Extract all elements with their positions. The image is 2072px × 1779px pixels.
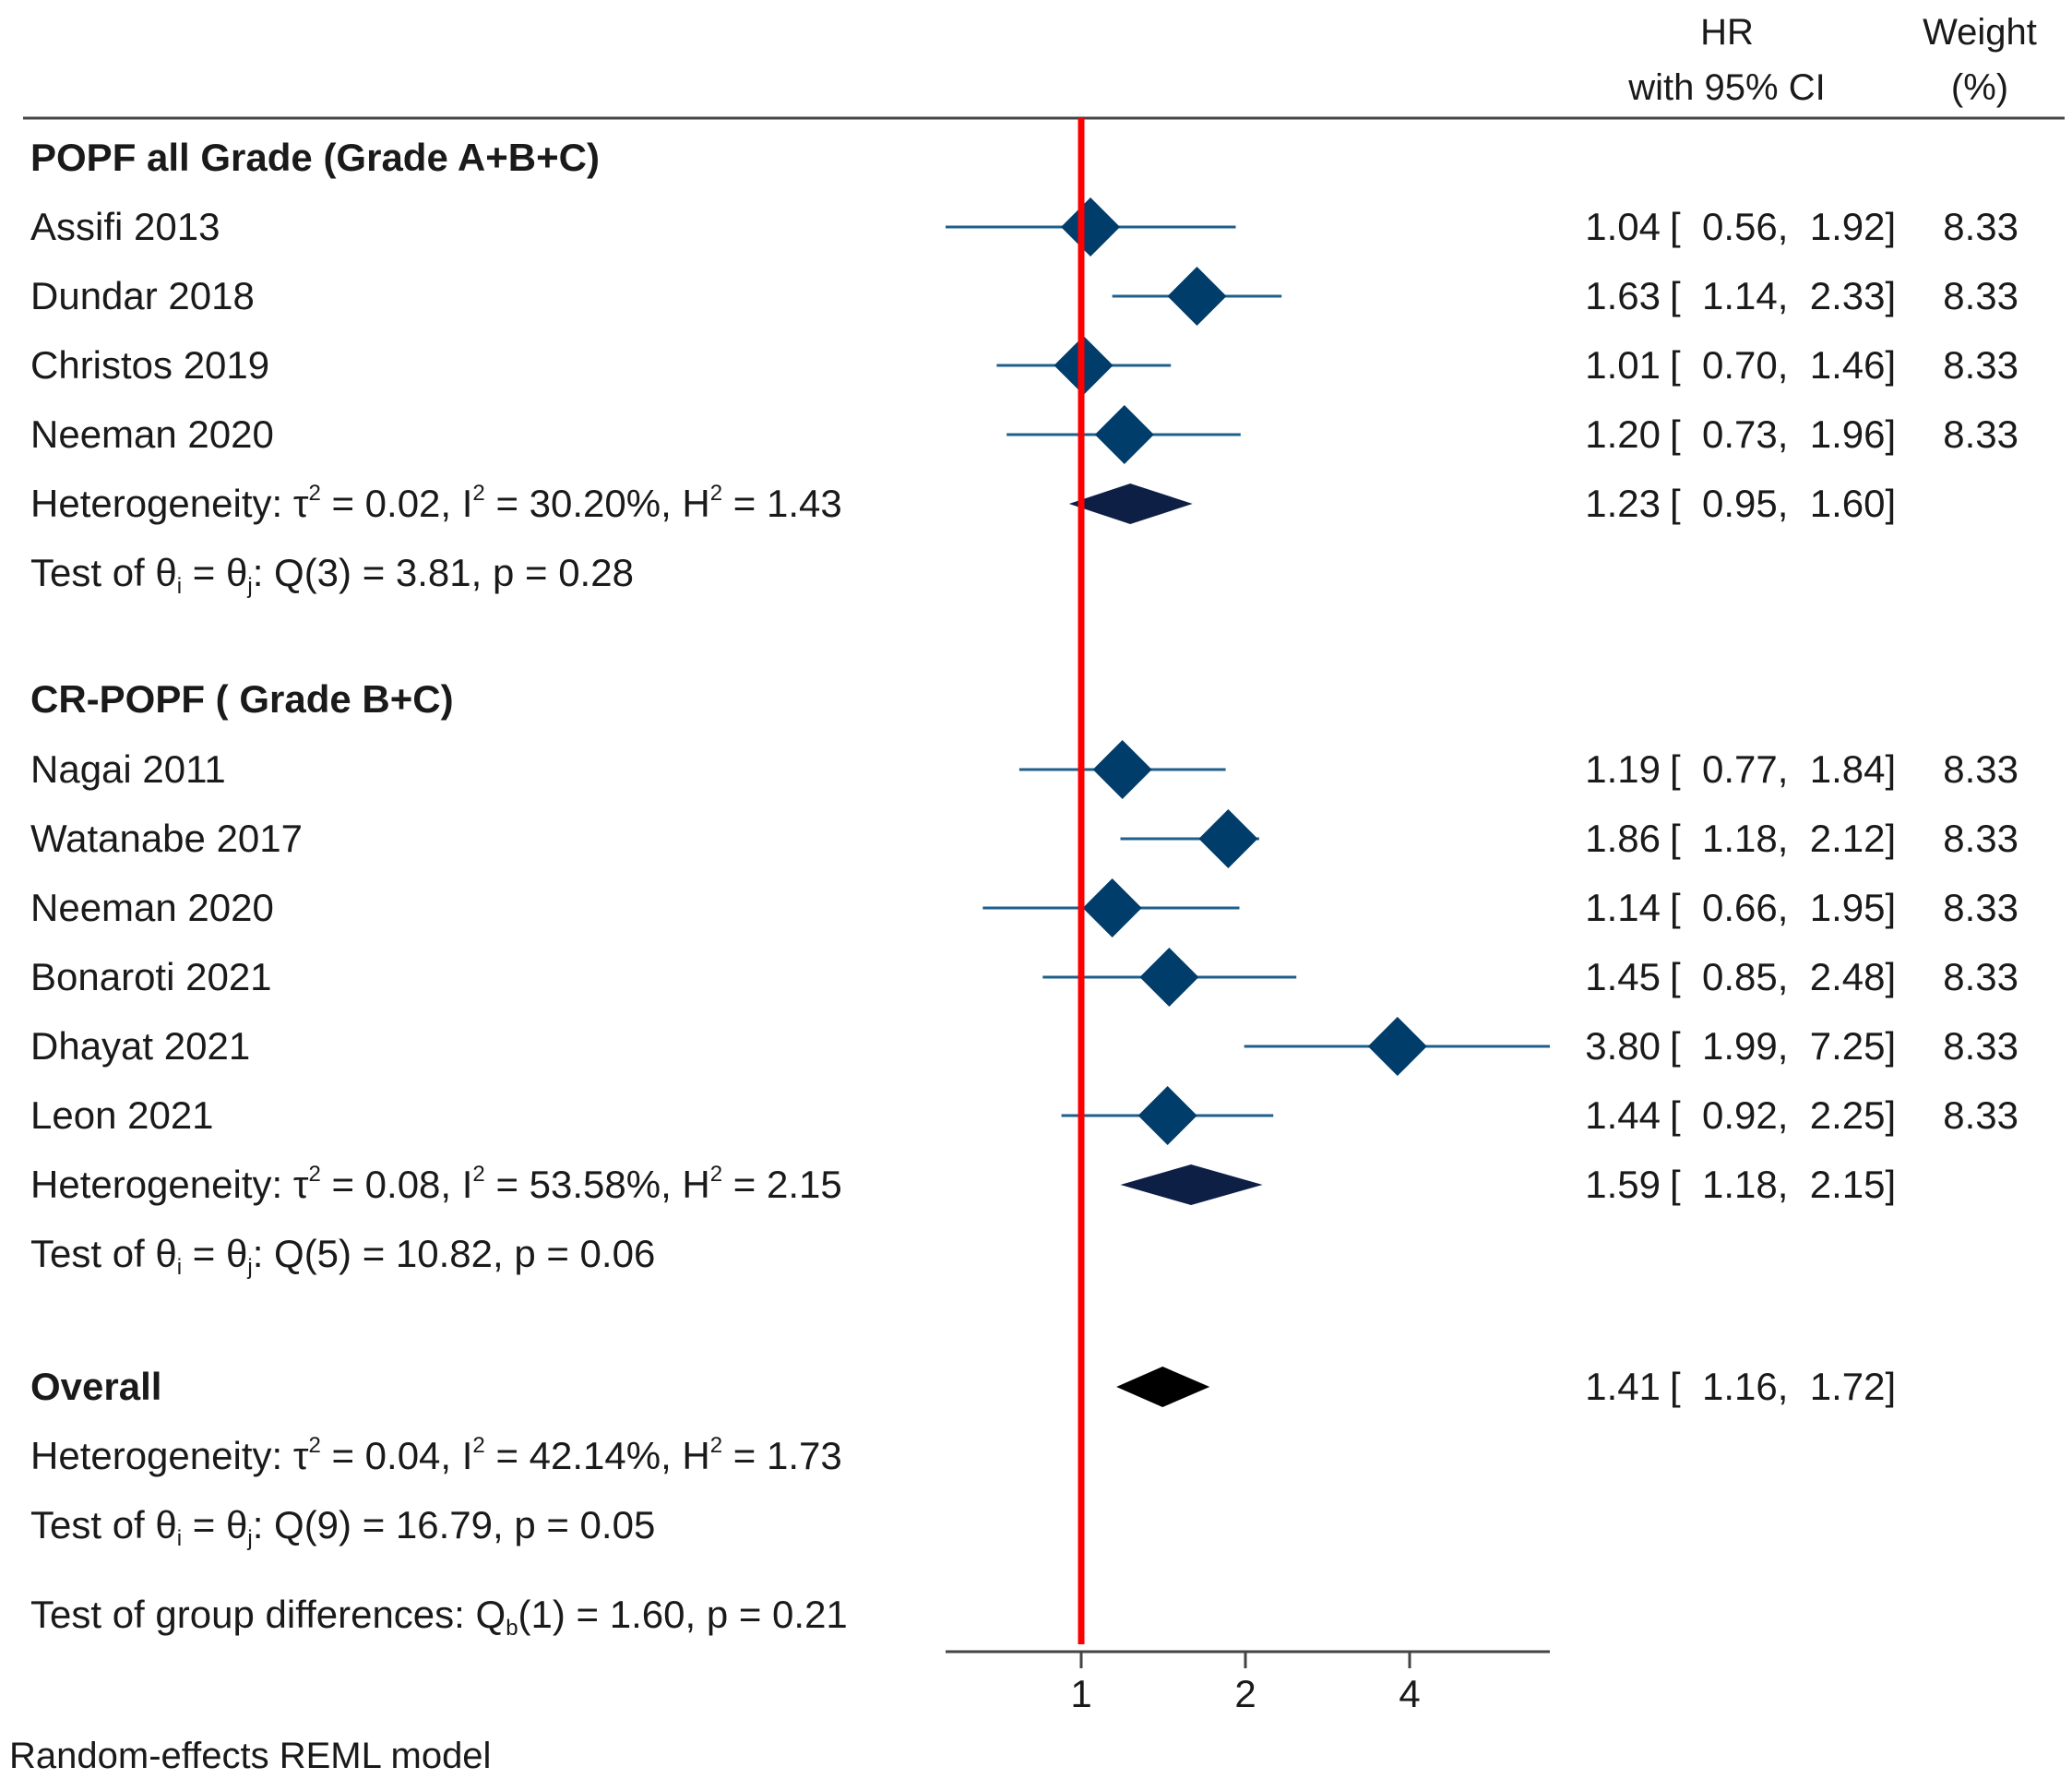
group1-study-5-hr: 1.44 bbox=[1585, 1093, 1661, 1137]
x-axis: 1 2 4 bbox=[946, 1650, 1550, 1715]
group0-study-3-ci: [ 0.73, 1.96] bbox=[1670, 412, 1896, 456]
group0-subtotal-ci: [ 0.95, 1.60] bbox=[1670, 482, 1896, 525]
group0-study-1-weight: 8.33 bbox=[1943, 274, 2018, 317]
group0-study-0-label: Assifi 2013 bbox=[30, 205, 220, 248]
group1-study-4-label: Dhayat 2021 bbox=[30, 1024, 250, 1068]
group0-study-2-hr: 1.01 bbox=[1585, 343, 1661, 387]
group1-study-0-ci: [ 0.77, 1.84] bbox=[1670, 747, 1896, 791]
group0-subtotal-hr: 1.23 bbox=[1585, 482, 1661, 525]
group0-study-3-marker bbox=[1094, 405, 1154, 464]
group0-subtotal-diamond bbox=[1068, 484, 1193, 524]
group1-study-3-ci: [ 0.85, 2.48] bbox=[1670, 955, 1896, 998]
overall-test: Test of θi = θj: Q(9) = 16.79, p = 0.05 bbox=[30, 1503, 655, 1551]
group1-study-1-marker bbox=[1198, 809, 1258, 868]
group1-study-3-hr: 1.45 bbox=[1585, 955, 1661, 998]
group1-study-0-label: Nagai 2011 bbox=[30, 747, 226, 791]
group0-study-2-weight: 8.33 bbox=[1943, 343, 2018, 387]
group1-subtotal-hr: 1.59 bbox=[1585, 1163, 1661, 1206]
group-title-1: CR-POPF ( Grade B+C) bbox=[30, 677, 454, 721]
group1-subtotal-ci: [ 1.18, 2.15] bbox=[1670, 1163, 1896, 1206]
hr-header-line1: HR bbox=[1700, 12, 1754, 53]
group1-study-1-hr: 1.86 bbox=[1585, 817, 1661, 860]
forest-rows: POPF all Grade (Grade A+B+C) Assifi 2013 1… bbox=[30, 136, 2018, 1641]
hr-header-line2: with 95% CI bbox=[1627, 67, 1825, 108]
group0-study-3-hr: 1.20 bbox=[1585, 412, 1661, 456]
group1-study-2-hr: 1.14 bbox=[1585, 886, 1661, 929]
group0-study-2-ci: [ 0.70, 1.46] bbox=[1670, 343, 1896, 387]
group1-study-0-weight: 8.33 bbox=[1943, 747, 2018, 791]
group1-study-5-weight: 8.33 bbox=[1943, 1093, 2018, 1137]
overall-ci: [ 1.16, 1.72] bbox=[1670, 1365, 1896, 1408]
group0-study-0-weight: 8.33 bbox=[1943, 205, 2018, 248]
group0-study-1-label: Dundar 2018 bbox=[30, 274, 255, 317]
group0-study-1-hr: 1.63 bbox=[1585, 274, 1661, 317]
group1-study-3-marker bbox=[1139, 948, 1199, 1007]
group1-study-2-weight: 8.33 bbox=[1943, 886, 2018, 929]
group1-study-5-label: Leon 2021 bbox=[30, 1093, 214, 1137]
group1-study-0-marker bbox=[1092, 740, 1152, 799]
group0-study-2-label: Christos 2019 bbox=[30, 343, 269, 387]
overall-diamond bbox=[1116, 1367, 1210, 1407]
group0-study-0-hr: 1.04 bbox=[1585, 205, 1661, 248]
group1-subtotal-diamond bbox=[1120, 1164, 1263, 1205]
group1-study-1-weight: 8.33 bbox=[1943, 817, 2018, 860]
overall-heterogeneity: Heterogeneity: τ2 = 0.04, I2 = 42.14%, H… bbox=[30, 1433, 842, 1477]
group-title-0: POPF all Grade (Grade A+B+C) bbox=[30, 136, 600, 179]
group1-study-4-hr: 3.80 bbox=[1585, 1024, 1661, 1068]
group0-study-1-marker bbox=[1167, 267, 1227, 326]
group0-study-3-label: Neeman 2020 bbox=[30, 412, 274, 456]
group1-study-4-marker bbox=[1367, 1017, 1427, 1076]
group1-study-4-ci: [ 1.99, 7.25] bbox=[1670, 1024, 1896, 1068]
footnote: Random-effects REML model bbox=[9, 1736, 491, 1776]
group0-study-1-ci: [ 1.14, 2.33] bbox=[1670, 274, 1896, 317]
x-tick-label-0: 1 bbox=[1070, 1672, 1091, 1715]
group-differences-test: Test of group differences: Qb(1) = 1.60,… bbox=[30, 1593, 848, 1641]
group1-study-4-weight: 8.33 bbox=[1943, 1024, 2018, 1068]
group0-test: Test of θi = θj: Q(3) = 3.81, p = 0.28 bbox=[30, 551, 634, 599]
group1-study-5-ci: [ 0.92, 2.25] bbox=[1670, 1093, 1896, 1137]
group1-heterogeneity: Heterogeneity: τ2 = 0.08, I2 = 53.58%, H… bbox=[30, 1162, 842, 1206]
x-tick-label-2: 4 bbox=[1399, 1672, 1420, 1715]
group1-study-2-marker bbox=[1082, 878, 1142, 937]
group1-test: Test of θi = θj: Q(5) = 10.82, p = 0.06 bbox=[30, 1232, 655, 1280]
overall-hr: 1.41 bbox=[1585, 1365, 1661, 1408]
group1-study-2-label: Neeman 2020 bbox=[30, 886, 274, 929]
group1-study-2-ci: [ 0.66, 1.95] bbox=[1670, 886, 1896, 929]
overall-title: Overall bbox=[30, 1365, 161, 1408]
group1-study-3-weight: 8.33 bbox=[1943, 955, 2018, 998]
weight-header-line1: Weight bbox=[1923, 12, 2037, 53]
group1-study-5-marker bbox=[1137, 1086, 1197, 1145]
group0-study-0-marker bbox=[1061, 197, 1121, 257]
group1-study-3-label: Bonaroti 2021 bbox=[30, 955, 272, 998]
x-tick-label-1: 2 bbox=[1234, 1672, 1256, 1715]
group1-study-1-ci: [ 1.18, 2.12] bbox=[1670, 817, 1896, 860]
group0-study-0-ci: [ 0.56, 1.92] bbox=[1670, 205, 1896, 248]
group0-heterogeneity: Heterogeneity: τ2 = 0.02, I2 = 30.20%, H… bbox=[30, 481, 842, 525]
group1-study-0-hr: 1.19 bbox=[1585, 747, 1661, 791]
group1-study-1-label: Watanabe 2017 bbox=[30, 817, 303, 860]
weight-header-line2: (%) bbox=[1951, 67, 2008, 108]
group0-study-3-weight: 8.33 bbox=[1943, 412, 2018, 456]
